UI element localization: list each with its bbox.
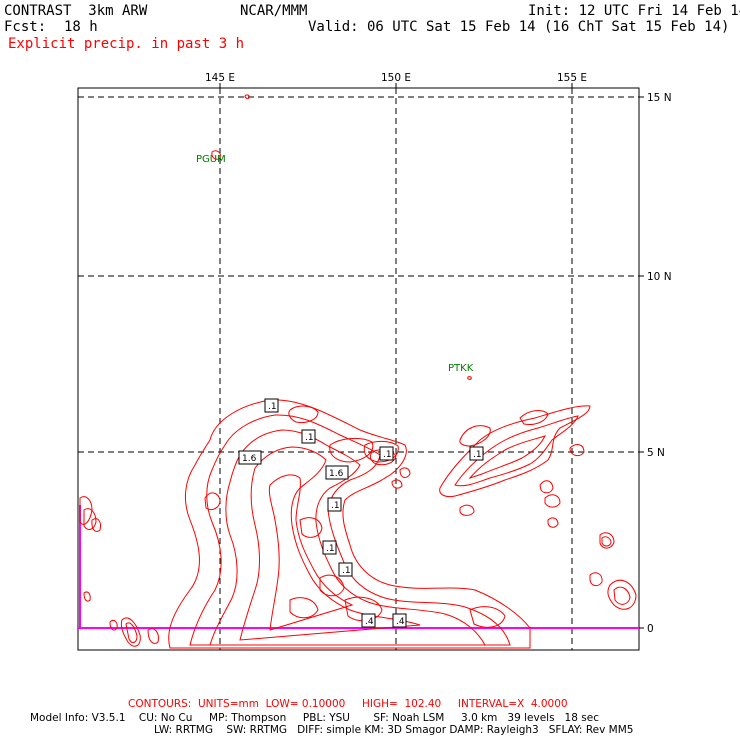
lon-label-155: 155 E (557, 72, 587, 84)
lat-label-10n: 10 N (647, 271, 672, 283)
contour-label: .4 (392, 613, 407, 628)
svg-text:1.6: 1.6 (329, 469, 344, 479)
contour-label: 1.6 (238, 450, 262, 465)
valid-time: Valid: 06 UTC Sat 15 Feb 14 (16 ChT Sat … (308, 19, 730, 35)
lat-label-5n: 5 N (647, 447, 665, 459)
contour-label: .1 (469, 446, 484, 461)
lat-label-0: 0 (647, 623, 654, 635)
graticule (78, 88, 639, 650)
axis-ticks (219, 83, 644, 629)
station-ptkk: PTKK (448, 363, 474, 374)
contour-labels: .1 1.6 .1 1.6 .1 .1 .1 .1 .4 .4 .1 (238, 398, 484, 628)
model-info-line-2: LW: RRTMG SW: RRTMG DIFF: simple KM: 3D … (154, 724, 634, 736)
contour-label: .1 (301, 429, 316, 444)
org-label: NCAR/MMM (240, 3, 308, 19)
contour-label: .1 (327, 497, 342, 512)
precip-contours (79, 94, 637, 649)
init-time: Init: 12 UTC Fri 14 Feb 14 (528, 3, 740, 19)
contour-info: CONTOURS: UNITS=mm LOW= 0.10000 HIGH= 10… (128, 698, 568, 710)
contour-label: .1 (264, 398, 279, 413)
field-title: Explicit precip. in past 3 h (8, 36, 245, 52)
svg-text:.1: .1 (326, 544, 335, 554)
contour-label: .1 (338, 562, 353, 577)
svg-text:.4: .4 (365, 617, 374, 627)
contour-label: .1 (322, 540, 337, 555)
svg-text:.1: .1 (383, 450, 392, 460)
svg-text:.1: .1 (473, 450, 482, 460)
contour-label: .1 (379, 446, 394, 461)
svg-text:.1: .1 (305, 433, 314, 443)
svg-text:.1: .1 (268, 402, 277, 412)
svg-text:.1: .1 (331, 501, 340, 511)
contour-label: 1.6 (325, 465, 349, 480)
fcst-value: 18 h (64, 19, 98, 35)
contour-label: .4 (361, 613, 376, 628)
lon-label-150: 150 E (381, 72, 411, 84)
model-info-line-1: Model Info: V3.5.1 CU: No Cu MP: Thompso… (30, 712, 599, 724)
svg-text:.1: .1 (342, 566, 351, 576)
fcst-label: Fcst: (4, 19, 47, 35)
svg-text:.4: .4 (396, 617, 405, 627)
lat-label-15n: 15 N (647, 92, 672, 104)
map-frame (77, 87, 640, 651)
station-pgum: PGUM (196, 154, 226, 165)
model-title: CONTRAST 3km ARW (4, 3, 148, 19)
svg-text:1.6: 1.6 (242, 454, 257, 464)
lon-label-145: 145 E (205, 72, 235, 84)
